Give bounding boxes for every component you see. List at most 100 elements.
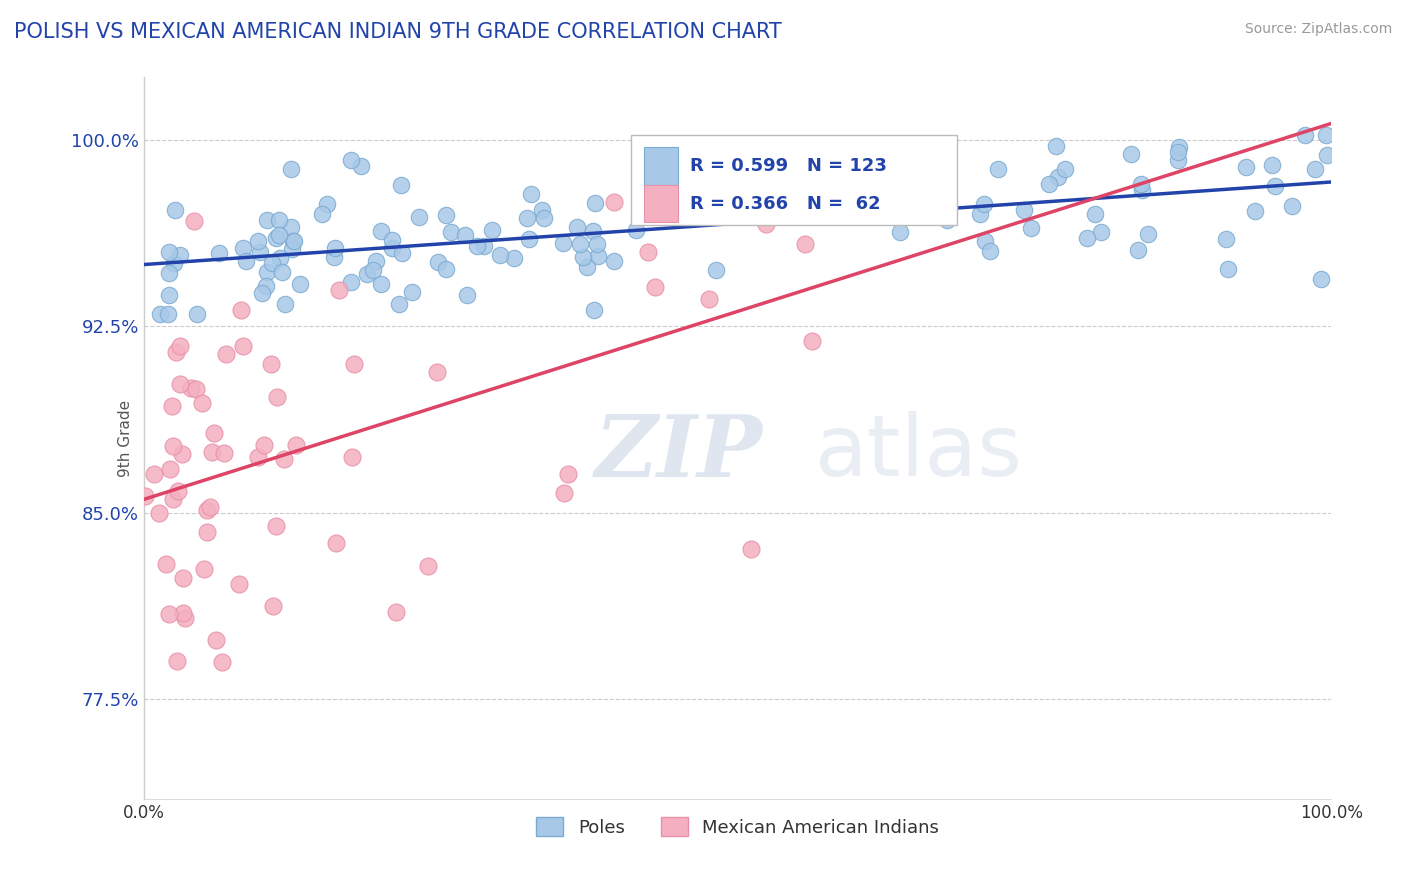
- Point: [936, 185, 959, 199]
- Point: [1264, 179, 1286, 194]
- Point: [1294, 128, 1316, 142]
- FancyBboxPatch shape: [631, 136, 957, 226]
- Point: [801, 334, 824, 348]
- Point: [385, 605, 408, 619]
- Point: [391, 245, 413, 260]
- Point: [434, 262, 457, 277]
- Point: [339, 153, 361, 167]
- Point: [246, 234, 269, 248]
- Point: [215, 346, 238, 360]
- Point: [882, 192, 904, 206]
- Point: [343, 357, 366, 371]
- Point: [969, 206, 991, 220]
- Point: [260, 357, 283, 371]
- Point: [1130, 178, 1153, 192]
- Point: [370, 224, 392, 238]
- Point: [553, 236, 575, 251]
- Point: [1316, 148, 1339, 162]
- Point: [195, 503, 218, 517]
- Point: [162, 491, 184, 506]
- Point: [489, 248, 512, 262]
- Point: [198, 500, 221, 515]
- Point: [932, 208, 955, 222]
- Point: [626, 223, 648, 237]
- Point: [973, 196, 995, 211]
- Point: [204, 633, 226, 648]
- Point: [586, 249, 609, 263]
- Point: [325, 536, 347, 550]
- Point: [191, 396, 214, 410]
- Point: [557, 467, 579, 481]
- Point: [155, 557, 177, 571]
- Point: [163, 256, 186, 270]
- Point: [266, 231, 288, 245]
- Point: [232, 241, 254, 255]
- Point: [143, 467, 166, 481]
- Point: [280, 161, 302, 176]
- Point: [1167, 145, 1189, 160]
- Point: [1132, 183, 1154, 197]
- Point: [1053, 162, 1076, 177]
- Point: [247, 450, 270, 465]
- Point: [516, 211, 538, 225]
- Point: [553, 486, 575, 500]
- Point: [283, 234, 305, 248]
- Point: [583, 195, 606, 210]
- Point: [157, 244, 180, 259]
- Point: [169, 376, 191, 391]
- Point: [1310, 272, 1333, 286]
- Point: [569, 236, 592, 251]
- Point: [169, 339, 191, 353]
- Point: [889, 225, 911, 239]
- Point: [520, 187, 543, 202]
- Point: [211, 656, 233, 670]
- Point: [361, 263, 384, 277]
- Point: [1126, 244, 1149, 258]
- Point: [572, 251, 595, 265]
- Point: [1261, 158, 1284, 172]
- Point: [1012, 202, 1035, 217]
- Point: [603, 254, 626, 268]
- Point: [905, 159, 928, 173]
- Point: [1167, 153, 1189, 167]
- Point: [576, 260, 599, 274]
- Point: [167, 484, 190, 499]
- Point: [162, 439, 184, 453]
- FancyBboxPatch shape: [644, 147, 678, 185]
- Point: [252, 438, 274, 452]
- Point: [582, 302, 605, 317]
- Point: [262, 599, 284, 613]
- Point: [531, 203, 554, 218]
- Point: [159, 461, 181, 475]
- Point: [252, 285, 274, 300]
- Point: [172, 606, 194, 620]
- Point: [193, 562, 215, 576]
- Point: [249, 245, 271, 260]
- Point: [401, 285, 423, 300]
- Point: [1303, 162, 1326, 177]
- Point: [389, 178, 412, 192]
- Point: [184, 383, 207, 397]
- Point: [162, 399, 184, 413]
- Point: [846, 169, 869, 183]
- Point: [283, 234, 305, 248]
- Point: [212, 446, 235, 460]
- Point: [1046, 169, 1069, 184]
- Point: [340, 275, 363, 289]
- Point: [256, 265, 278, 279]
- Point: [1045, 139, 1067, 153]
- Point: [637, 245, 659, 260]
- Text: atlas: atlas: [815, 411, 1024, 494]
- Point: [148, 506, 170, 520]
- Point: [1218, 261, 1240, 276]
- Point: [273, 452, 295, 467]
- Point: [266, 390, 288, 404]
- Point: [201, 445, 224, 459]
- Point: [454, 228, 477, 243]
- Point: [228, 576, 250, 591]
- Point: [311, 206, 333, 220]
- Point: [585, 237, 607, 252]
- Point: [328, 283, 350, 297]
- Point: [426, 365, 449, 379]
- Point: [229, 302, 252, 317]
